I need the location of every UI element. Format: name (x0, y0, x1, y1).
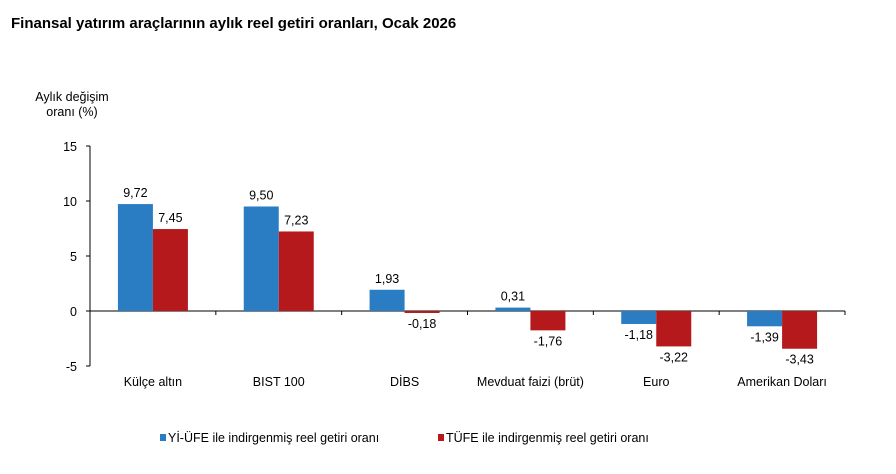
bar-tufe (404, 311, 440, 313)
bar-tufe (782, 311, 818, 349)
x-tick-label: BIST 100 (253, 375, 305, 389)
data-label: 1,93 (375, 272, 399, 286)
x-tick-label: DİBS (390, 375, 419, 389)
legend-label: TÜFE ile indirgenmiş reel getiri oranı (446, 431, 649, 445)
bar-tufe (152, 229, 188, 311)
legend-label: Yİ-ÜFE ile indirgenmiş reel getiri oranı (168, 431, 379, 445)
chart-title: Finansal yatırım araçlarının aylık reel … (11, 15, 457, 32)
y-tick-label: 0 (70, 305, 77, 319)
data-label: -0,18 (408, 317, 437, 331)
data-label: -1,39 (750, 330, 779, 344)
legend-swatch (160, 434, 166, 441)
bar-tufe (656, 311, 692, 347)
x-tick-label: Mevduat faizi (brüt) (477, 375, 584, 389)
y-axis-label: Aylık değişim (35, 90, 108, 104)
bar-tufe (530, 311, 566, 331)
x-tick-label: Euro (643, 375, 669, 389)
bar-yiufe (747, 311, 783, 327)
y-tick-label: -5 (66, 360, 77, 374)
bar-yiufe (117, 204, 153, 311)
data-label: -3,43 (785, 353, 814, 367)
y-tick-label: 5 (70, 250, 77, 264)
legend-swatch (438, 434, 444, 441)
data-label: -3,22 (660, 350, 689, 364)
data-label: 7,45 (158, 211, 182, 225)
x-tick-label: Amerikan Doları (737, 375, 827, 389)
data-label: 0,31 (501, 290, 525, 304)
bar-yiufe (495, 307, 531, 311)
data-label: 7,23 (284, 213, 308, 227)
bar-yiufe (621, 311, 657, 324)
y-axis-label: oranı (%) (46, 105, 97, 119)
data-label: -1,76 (534, 334, 563, 348)
bar-tufe (278, 231, 314, 311)
x-tick-label: Külçe altın (124, 375, 182, 389)
y-tick-label: 10 (63, 195, 77, 209)
bar-yiufe (369, 289, 405, 311)
data-label: 9,50 (249, 189, 273, 203)
y-tick-label: 15 (63, 140, 77, 154)
bar-yiufe (243, 206, 279, 311)
data-label: -1,18 (625, 328, 654, 342)
data-label: 9,72 (123, 186, 147, 200)
